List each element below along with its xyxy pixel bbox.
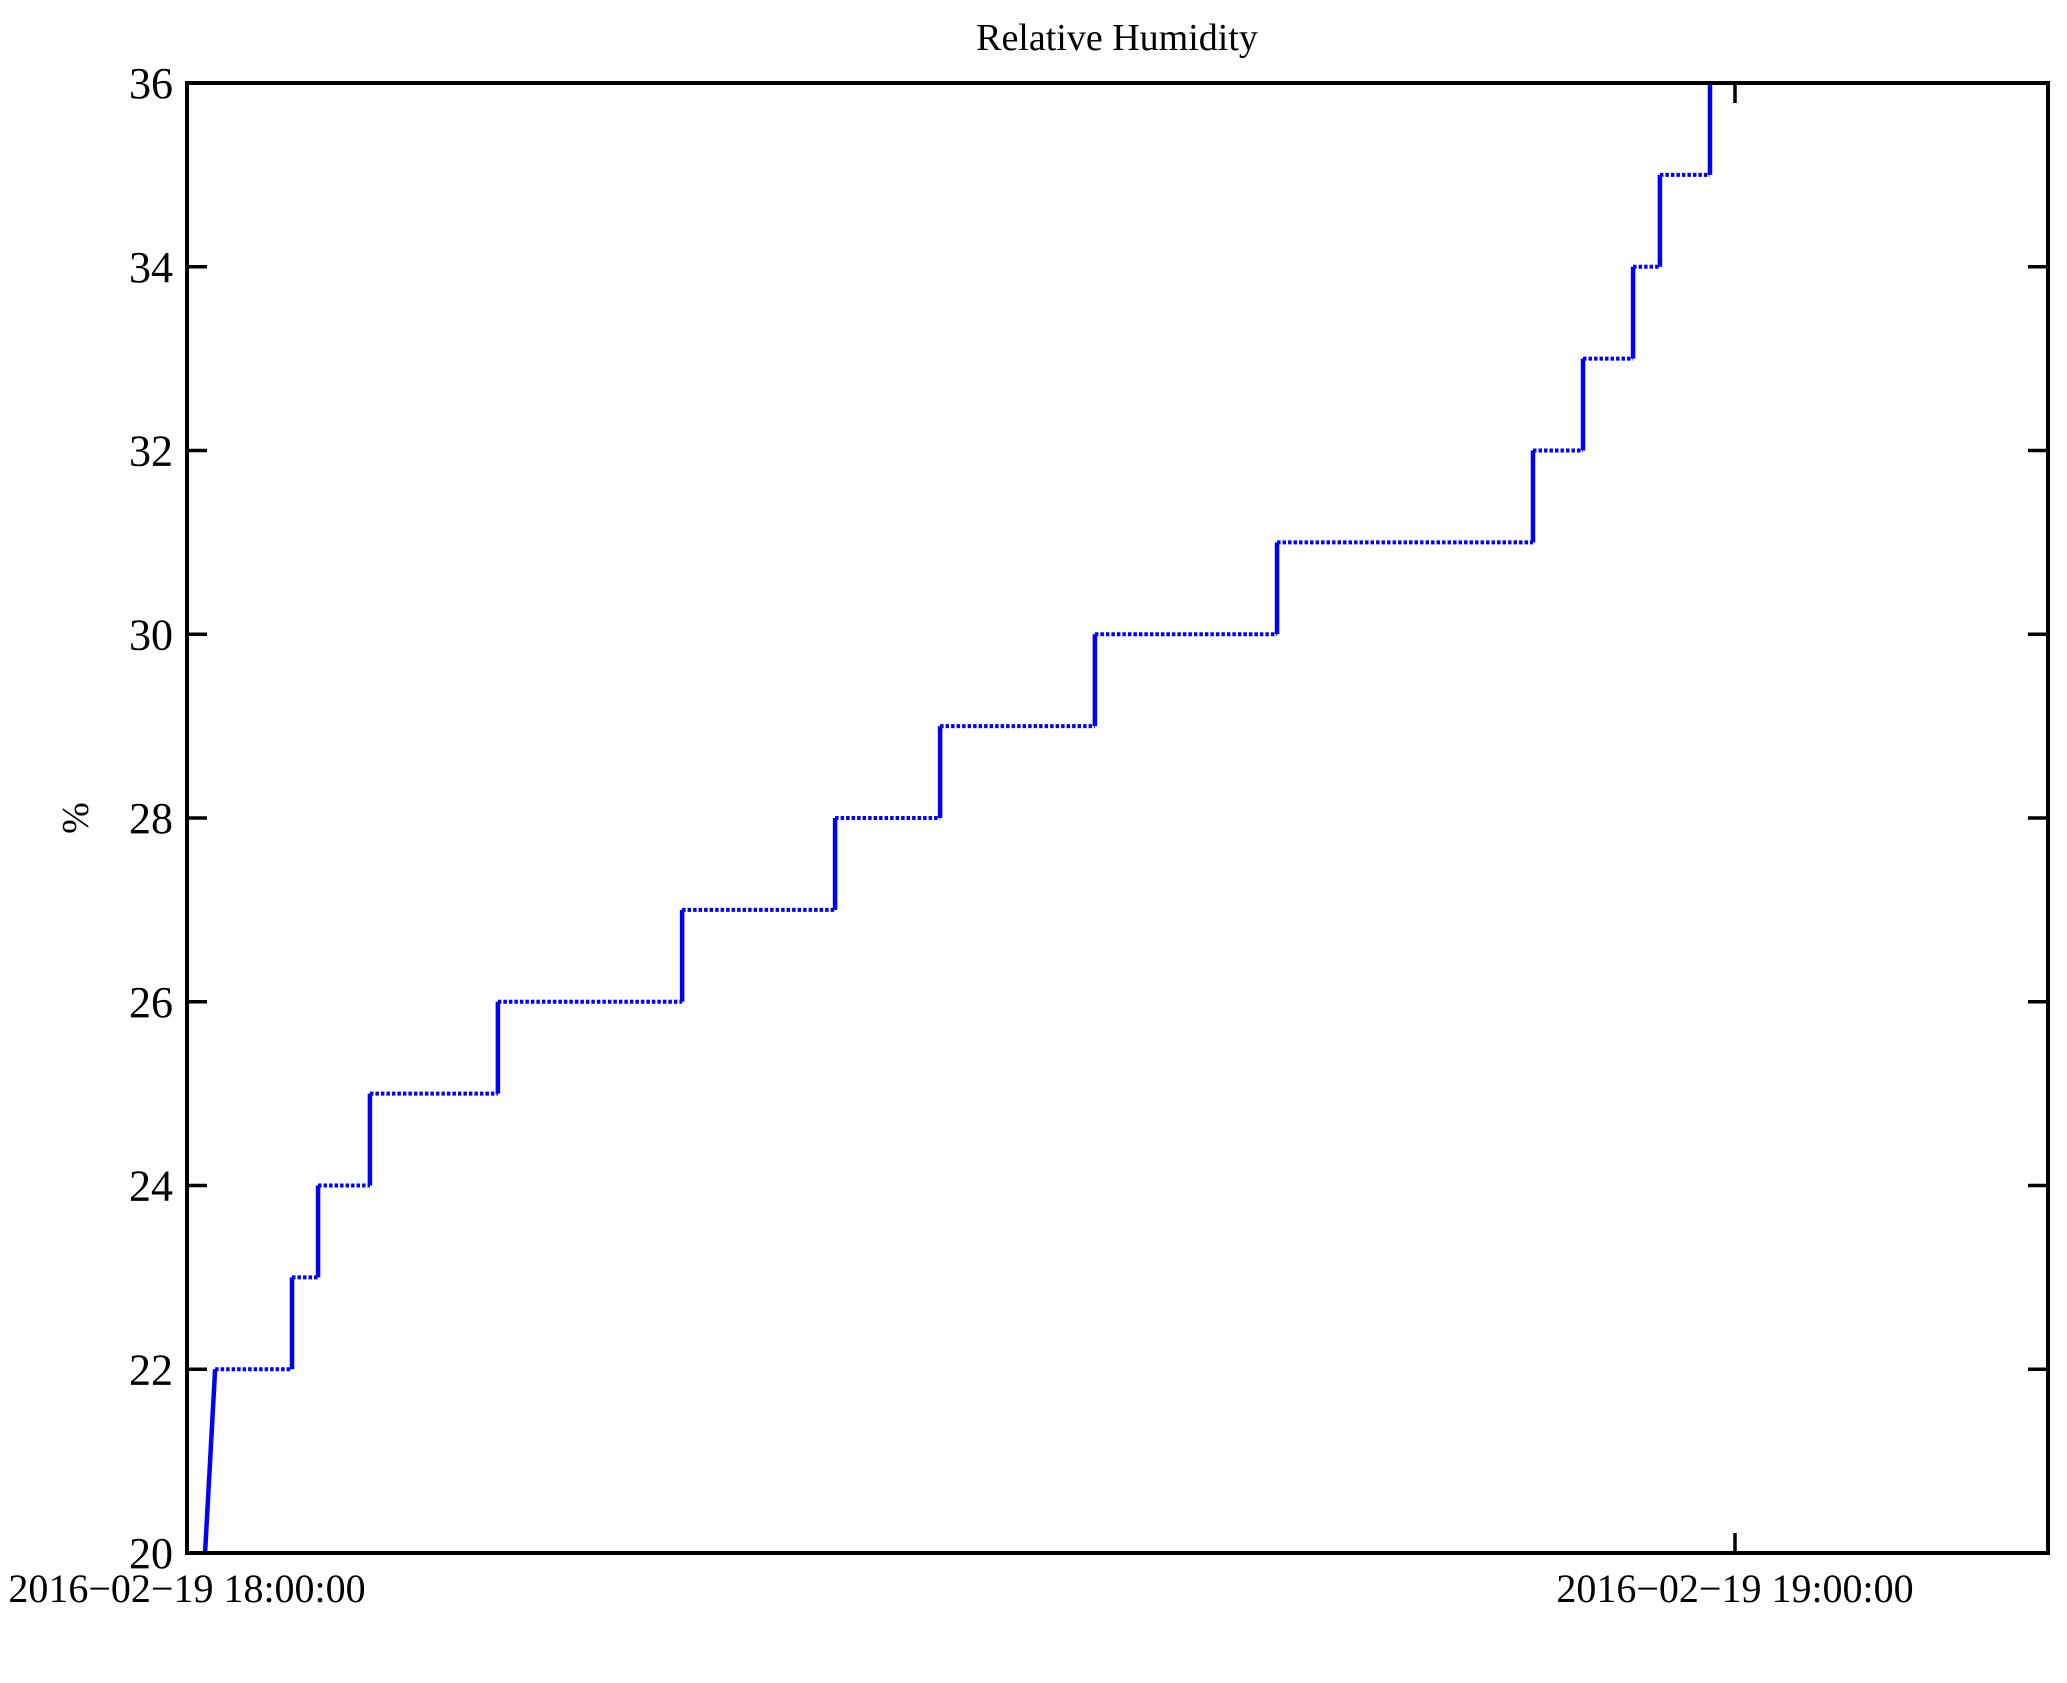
y-tick-label: 32 [129,427,173,476]
y-tick-label: 20 [129,1529,173,1578]
x-tick-label: 2016−02−19 19:00:00 [1556,1566,1913,1611]
labels-layer: 20 22 24 26 28 30 32 34 36 2016−02−19 18:00:00 201… [8,59,1913,1611]
y-tick-label: 26 [129,978,173,1027]
y-axis-label: % [55,802,97,834]
y-tick-label: 30 [129,610,173,659]
y-tick-label: 34 [129,243,173,292]
y-tick-label: 22 [129,1345,173,1394]
chart-title: Relative Humidity [976,17,1258,59]
y-tick-label: 36 [129,59,173,108]
series-step-rise [202,1369,218,1554]
ticks-layer [185,81,2048,1555]
y-tick-label: 24 [129,1162,173,1211]
y-tick-label: 28 [129,794,173,843]
x-tick-label: 2016−02−19 18:00:00 [8,1566,365,1611]
plot-background [187,83,2048,1553]
